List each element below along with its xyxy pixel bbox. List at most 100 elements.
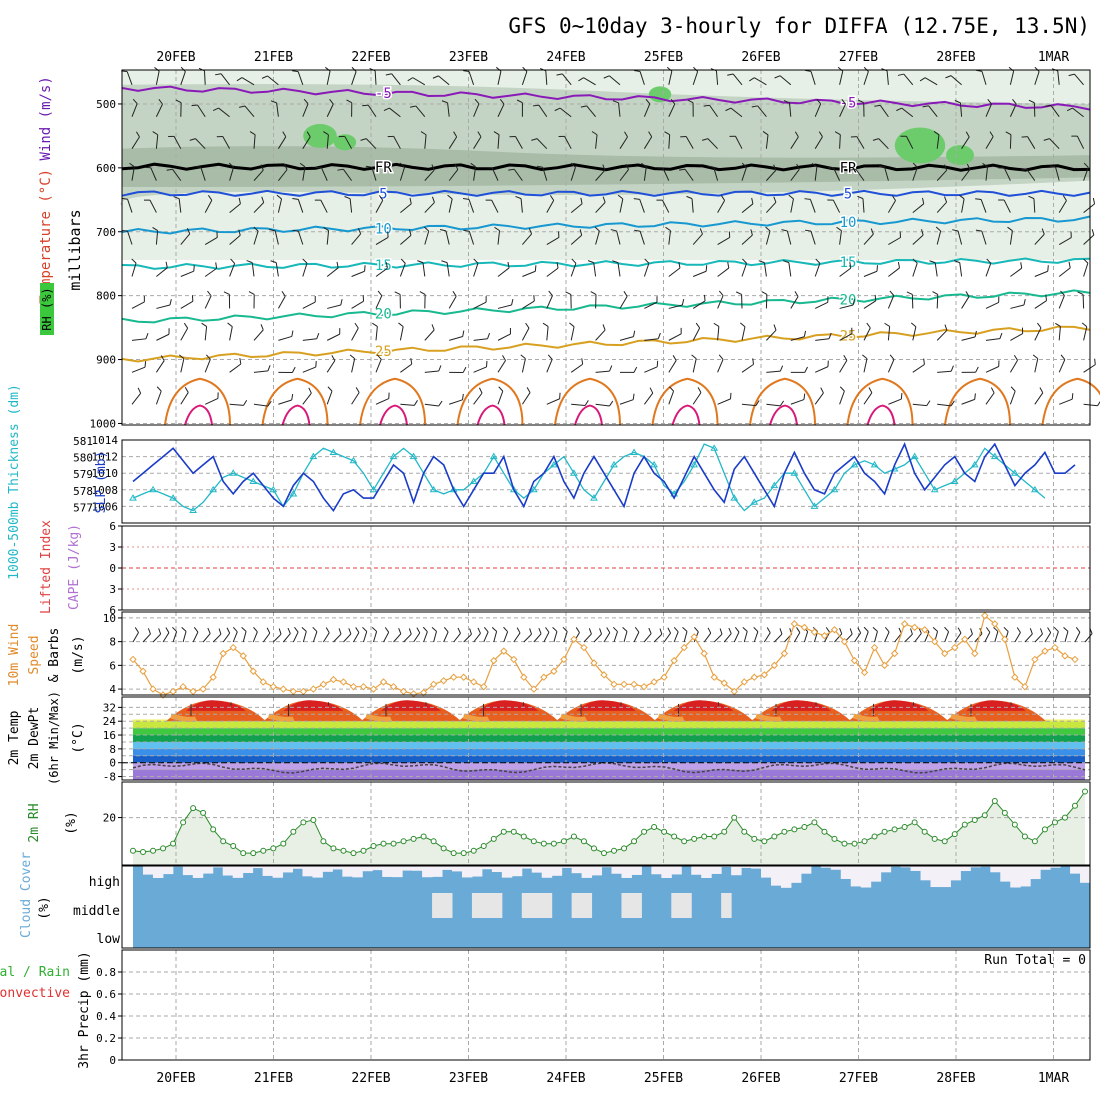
wind-barb: [473, 366, 487, 373]
wind-barb-flag: [267, 365, 271, 372]
wind-barb-flag: [699, 228, 703, 235]
wind-barb: [1044, 632, 1052, 643]
wind-barb: [1009, 71, 1015, 85]
cloud-gap-middle: [571, 893, 583, 918]
rh-marker: [290, 828, 297, 835]
wind-speed-marker: [540, 673, 548, 681]
rh-marker: [560, 838, 567, 845]
wind-barb-flag: [634, 229, 641, 232]
wind-barb: [515, 136, 523, 149]
wind-barb: [717, 267, 730, 277]
wind-barb-flag: [857, 627, 862, 634]
wind-barb: [375, 359, 382, 373]
wind-barb: [608, 75, 621, 86]
wind-barb-flag: [508, 168, 515, 171]
axis-label-part: Wind: [38, 127, 54, 169]
wind-barb-flag: [201, 322, 207, 327]
wind-barb: [424, 370, 439, 373]
wind-speed-marker: [720, 679, 728, 687]
cloud-gap-high: [452, 866, 463, 872]
wind-barb-flag: [239, 105, 246, 108]
wind-barb-flag: [691, 354, 697, 360]
wind-barb: [473, 338, 488, 341]
wind-barb: [730, 107, 743, 118]
wind-barb: [595, 202, 606, 213]
wind-barb: [415, 105, 426, 118]
wind-barb: [497, 304, 512, 309]
wind-barb-flag: [349, 354, 355, 360]
wind-speed-marker: [510, 655, 518, 664]
wind-barb: [536, 138, 548, 150]
wind-barb-flag: [953, 260, 960, 264]
rh-marker: [490, 835, 497, 842]
wind-barb-flag: [834, 131, 841, 136]
date-label-bottom: 23FEB: [449, 1071, 488, 1086]
wind-barb: [570, 263, 577, 277]
wind-barb-flag: [624, 131, 628, 138]
rh-marker: [480, 843, 487, 850]
wind-barb: [937, 403, 952, 407]
wind-speed-marker: [419, 688, 428, 697]
wind-barb: [603, 632, 611, 643]
rh-marker: [901, 824, 908, 831]
cloud-gap-high: [162, 866, 174, 875]
wind-barb-flag: [910, 322, 917, 328]
wind-barb: [765, 134, 769, 149]
wind-barb: [1083, 167, 1089, 181]
wind-barb-flag: [820, 387, 824, 394]
wind-barb: [864, 631, 869, 643]
wind-barb-flag: [346, 99, 353, 104]
wind-barb: [399, 263, 406, 277]
wind-barb: [131, 136, 140, 149]
wind-barb: [542, 167, 548, 181]
temp-contour-label: 15: [840, 255, 857, 271]
rh-marker: [190, 805, 197, 812]
rh-marker: [801, 824, 808, 831]
y-tick-label: 8: [109, 743, 116, 756]
rh-marker: [961, 821, 968, 828]
wind-barb: [564, 136, 572, 149]
wind-barb: [839, 134, 841, 149]
wind-barb: [162, 632, 170, 643]
thickness-marker: [129, 494, 137, 501]
wind-barb: [173, 136, 182, 149]
thickness-marker: [790, 469, 799, 476]
wind-barb-flag: [461, 393, 464, 400]
cloud-gap-high: [820, 866, 832, 868]
wind-barb: [692, 300, 706, 309]
wind-barb: [351, 300, 364, 309]
cloud-gap-high: [790, 866, 802, 883]
wind-barb-flag: [773, 164, 777, 171]
wind-barb-flag: [579, 229, 583, 236]
wind-barb: [741, 203, 754, 213]
rh-marker: [941, 838, 948, 845]
wind-barb: [521, 327, 530, 341]
wind-speed-marker: [249, 667, 257, 675]
cloud-gap-middle: [432, 893, 443, 918]
wind-speed-marker: [309, 685, 318, 693]
y-tick-label-thickness: 577: [73, 501, 93, 514]
wind-barb: [692, 233, 703, 245]
cloud-gap-middle: [442, 893, 453, 918]
date-axes: 20FEB 20FEB 21FEB 21FEB 22FEB 22FEB 23FEB 23FEB…: [156, 50, 1069, 1086]
wind-barb-flag: [1097, 400, 1100, 407]
wind-barb: [497, 230, 501, 245]
cloud-gap-high: [262, 866, 274, 876]
wind-barb: [521, 392, 531, 405]
wind-barb-flag: [331, 355, 336, 361]
wind-barb: [790, 296, 799, 309]
wind-barb-flag: [301, 626, 307, 632]
wind-barb-flag: [932, 291, 939, 295]
wind-barb: [790, 336, 805, 341]
temp-contour-label: 5: [844, 186, 852, 202]
wind-barb: [375, 200, 384, 213]
wind-barb-flag: [1049, 165, 1056, 168]
wind-barb-flag: [678, 262, 681, 269]
wind-barb: [326, 333, 340, 341]
wind-barb: [643, 166, 647, 181]
wind-barb: [653, 633, 663, 643]
wind-barb-flag: [645, 98, 651, 105]
wind-barb: [229, 235, 241, 245]
temp-hump-inner: [868, 700, 929, 711]
